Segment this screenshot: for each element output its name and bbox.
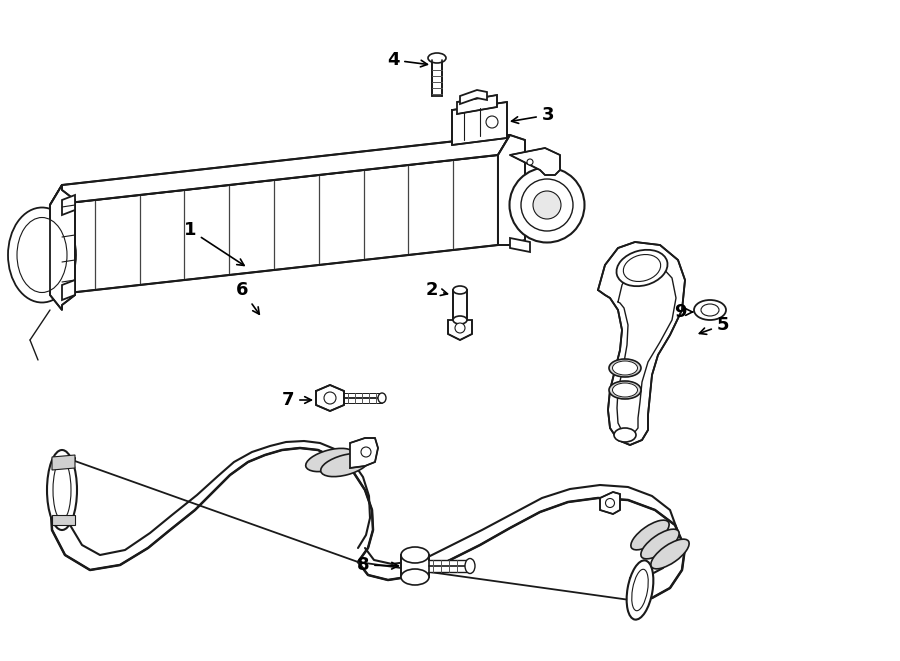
Polygon shape xyxy=(432,60,442,96)
Ellipse shape xyxy=(509,167,584,243)
Polygon shape xyxy=(460,90,487,104)
Polygon shape xyxy=(350,438,378,468)
Ellipse shape xyxy=(486,116,498,128)
Polygon shape xyxy=(62,280,75,300)
Ellipse shape xyxy=(613,361,637,375)
Ellipse shape xyxy=(47,450,77,530)
Ellipse shape xyxy=(614,428,636,442)
Ellipse shape xyxy=(8,208,76,303)
Ellipse shape xyxy=(609,381,641,399)
Ellipse shape xyxy=(53,460,71,520)
Text: 7: 7 xyxy=(282,391,311,409)
Ellipse shape xyxy=(651,539,689,569)
Ellipse shape xyxy=(320,453,369,477)
Text: 8: 8 xyxy=(356,556,399,574)
Text: 6: 6 xyxy=(236,281,259,314)
Ellipse shape xyxy=(641,529,680,559)
Ellipse shape xyxy=(533,191,561,219)
Polygon shape xyxy=(448,320,472,340)
Polygon shape xyxy=(452,102,507,145)
Polygon shape xyxy=(600,492,620,514)
Polygon shape xyxy=(52,455,75,470)
Text: 2: 2 xyxy=(426,281,447,299)
Polygon shape xyxy=(316,385,344,411)
Ellipse shape xyxy=(632,569,648,611)
Ellipse shape xyxy=(521,179,573,231)
Polygon shape xyxy=(52,515,75,525)
Ellipse shape xyxy=(17,217,67,293)
Polygon shape xyxy=(598,242,685,445)
Polygon shape xyxy=(50,135,510,205)
Ellipse shape xyxy=(428,53,446,63)
Ellipse shape xyxy=(527,159,533,165)
Polygon shape xyxy=(457,95,497,114)
Polygon shape xyxy=(50,448,373,570)
Ellipse shape xyxy=(465,559,475,574)
Text: 4: 4 xyxy=(387,51,428,69)
Polygon shape xyxy=(50,185,75,310)
Polygon shape xyxy=(510,148,560,175)
Polygon shape xyxy=(62,195,75,215)
Text: 3: 3 xyxy=(511,106,554,124)
Polygon shape xyxy=(453,290,467,320)
Polygon shape xyxy=(50,155,498,295)
Polygon shape xyxy=(510,238,530,252)
Polygon shape xyxy=(401,555,429,577)
Ellipse shape xyxy=(306,448,355,472)
Text: 9: 9 xyxy=(674,303,693,321)
Polygon shape xyxy=(358,498,685,600)
Ellipse shape xyxy=(401,547,429,563)
Text: 1: 1 xyxy=(184,221,244,266)
Ellipse shape xyxy=(631,520,669,550)
Ellipse shape xyxy=(701,304,719,316)
Polygon shape xyxy=(498,135,525,245)
Ellipse shape xyxy=(455,323,465,333)
Ellipse shape xyxy=(401,569,429,585)
Ellipse shape xyxy=(606,498,615,508)
Ellipse shape xyxy=(613,383,637,397)
Ellipse shape xyxy=(378,393,386,403)
Ellipse shape xyxy=(324,392,336,404)
Ellipse shape xyxy=(361,447,371,457)
Text: 5: 5 xyxy=(699,316,729,334)
Ellipse shape xyxy=(694,300,726,320)
Ellipse shape xyxy=(616,250,668,286)
Ellipse shape xyxy=(626,561,653,619)
Ellipse shape xyxy=(609,359,641,377)
Ellipse shape xyxy=(453,316,467,324)
Ellipse shape xyxy=(453,286,467,294)
Ellipse shape xyxy=(624,254,661,282)
